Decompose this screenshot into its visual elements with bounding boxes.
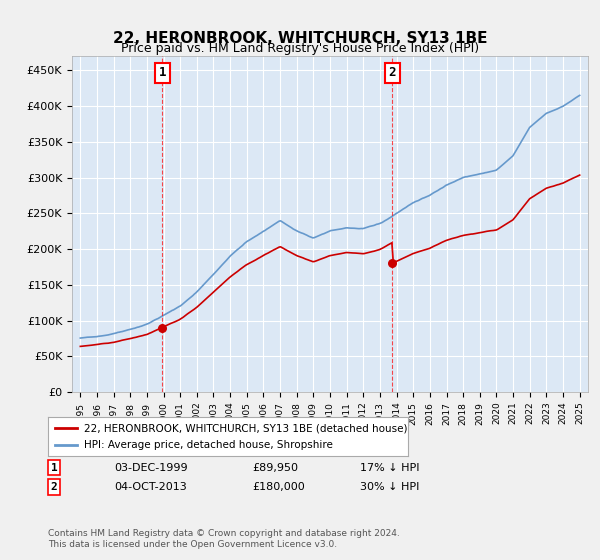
Text: 22, HERONBROOK, WHITCHURCH, SY13 1BE: 22, HERONBROOK, WHITCHURCH, SY13 1BE (113, 31, 487, 46)
Text: 1: 1 (50, 463, 58, 473)
Text: 03-DEC-1999: 03-DEC-1999 (114, 463, 188, 473)
Text: 2: 2 (389, 66, 396, 80)
Text: 04-OCT-2013: 04-OCT-2013 (114, 482, 187, 492)
Text: £89,950: £89,950 (252, 463, 298, 473)
Text: £180,000: £180,000 (252, 482, 305, 492)
Text: 17% ↓ HPI: 17% ↓ HPI (360, 463, 419, 473)
Text: Price paid vs. HM Land Registry's House Price Index (HPI): Price paid vs. HM Land Registry's House … (121, 42, 479, 55)
Text: 22, HERONBROOK, WHITCHURCH, SY13 1BE (detached house): 22, HERONBROOK, WHITCHURCH, SY13 1BE (de… (84, 423, 407, 433)
Text: 1: 1 (158, 66, 166, 80)
Text: 30% ↓ HPI: 30% ↓ HPI (360, 482, 419, 492)
Point (157, 323, 167, 332)
Text: HPI: Average price, detached house, Shropshire: HPI: Average price, detached house, Shro… (84, 440, 333, 450)
Text: 2: 2 (50, 482, 58, 492)
Point (388, 259, 397, 268)
Text: Contains HM Land Registry data © Crown copyright and database right 2024.
This d: Contains HM Land Registry data © Crown c… (48, 529, 400, 549)
